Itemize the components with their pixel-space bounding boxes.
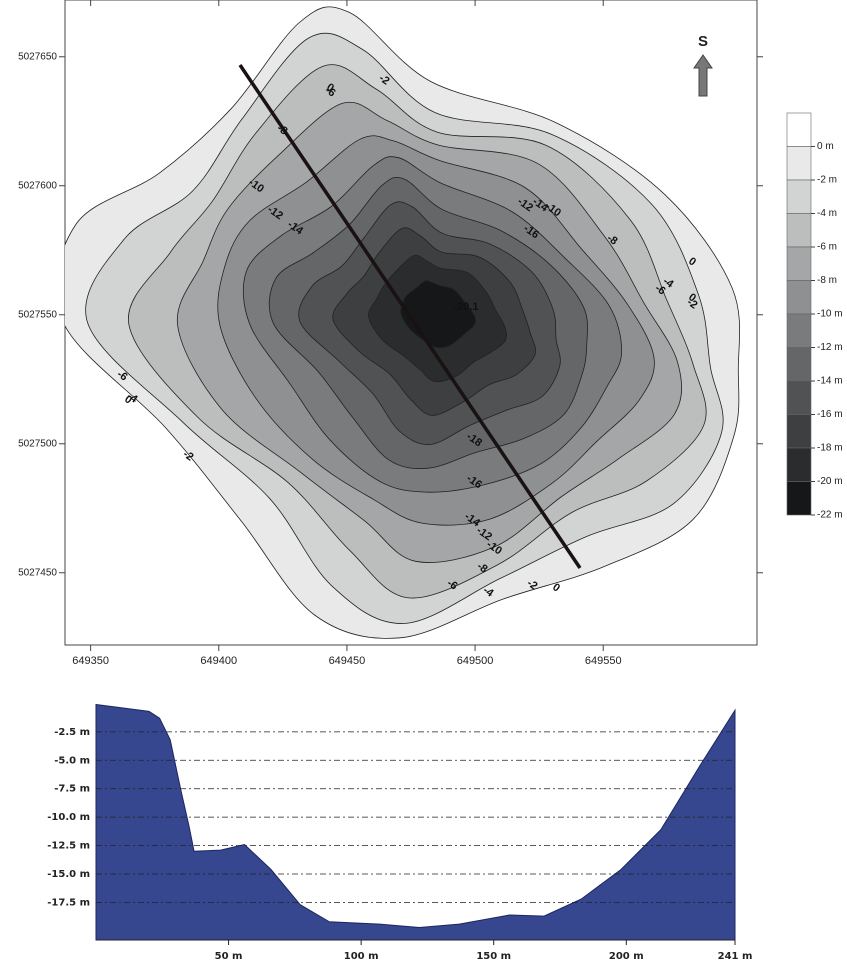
y-tick-label: -12.5 m: [47, 841, 90, 852]
y-tick-label: -15.0 m: [47, 869, 90, 880]
legend-swatch: [786, 481, 812, 516]
legend-label: -22 m: [817, 510, 843, 521]
legend-swatch: [786, 213, 812, 248]
y-tick-label: -10.0 m: [47, 812, 90, 823]
x-tick-label: 649400: [200, 655, 237, 667]
y-tick-label: 5027500: [18, 438, 57, 449]
contour-label: 0: [324, 81, 336, 94]
legend-label: -18 m: [817, 443, 843, 454]
x-tick-label: 241 m: [718, 951, 753, 962]
legend-label: -14 m: [817, 376, 843, 387]
legend-swatch: [786, 112, 812, 147]
depth-area: [95, 703, 736, 941]
contour-label: 0: [122, 393, 134, 406]
arrow-label: S: [698, 33, 708, 50]
legend-label: -20 m: [817, 476, 843, 487]
legend-swatch: [786, 246, 812, 281]
legend-swatch: [786, 414, 812, 449]
x-tick-label: 649350: [72, 655, 109, 667]
depth-profile: -2.5 m -5.0 m -7.5 m -10.0 m -12.5 m -15.0 m -…: [47, 703, 753, 962]
legend-swatch: [786, 447, 812, 482]
legend-swatch: [786, 347, 812, 382]
legend-swatch: [786, 146, 812, 181]
contour-bands: [65, 6, 741, 639]
legend-label: -2 m: [817, 175, 837, 186]
legend-swatch: [786, 179, 812, 214]
arrow-box: [668, 30, 738, 54]
legend-label: -4 m: [817, 208, 837, 219]
y-tick-label: 5027450: [18, 567, 57, 578]
y-tick-label: 5027600: [18, 180, 57, 191]
x-tick-label: 649500: [457, 655, 494, 667]
y-tick-label: -17.5 m: [47, 897, 90, 908]
x-tick-label: 150 m: [476, 951, 511, 962]
legend-label: -16 m: [817, 409, 843, 420]
x-tick-label: 100 m: [344, 951, 379, 962]
y-tick-label: -2.5 m: [54, 727, 90, 738]
x-tick-label: 649450: [329, 655, 366, 667]
legend-swatch: [786, 280, 812, 315]
y-tick-label: -5.0 m: [54, 755, 90, 766]
contour-label: 0: [550, 581, 562, 594]
north-arrow: [693, 54, 713, 97]
contour-map: -2-6-8-10-12-14-14-12 -10-16 -8-6-400-2-20…: [18, 0, 843, 667]
legend-label: -12 m: [817, 342, 843, 353]
contour-label: -20.1: [453, 301, 478, 313]
x-tick-label: 649550: [585, 655, 622, 667]
y-tick-label: 5027550: [18, 309, 57, 320]
profile-line: [238, 64, 582, 569]
legend-label: 0 m: [817, 141, 834, 152]
y-tick-label: 5027650: [18, 51, 57, 62]
legend-label: -6 m: [817, 242, 837, 253]
legend-label: -10 m: [817, 309, 843, 320]
legend-label: -8 m: [817, 275, 837, 286]
legend-swatch: [786, 380, 812, 415]
contour-label: 0: [686, 291, 698, 304]
contour-label: 0: [686, 255, 698, 268]
x-tick-label: 200 m: [609, 951, 644, 962]
x-tick-label: 50 m: [215, 951, 243, 962]
y-tick-label: -7.5 m: [54, 784, 90, 795]
legend-swatch: [786, 313, 812, 348]
